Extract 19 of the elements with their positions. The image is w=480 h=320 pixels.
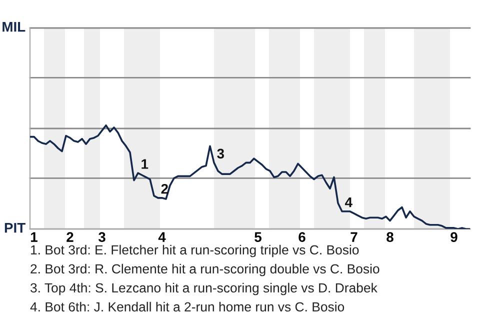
- x-tick-label: 3: [98, 232, 106, 242]
- x-tick-label: 5: [254, 232, 262, 242]
- x-tick-label: 1: [31, 232, 38, 242]
- annotation: 3: [217, 148, 224, 159]
- text: 4. Bot 6th: J. Kendall hit a 2-run home run vs C. Bosio: [30, 302, 344, 312]
- ref-line-label: PIT: [4, 223, 26, 233]
- text: 1. Bot 3rd: E. Fletcher hit a run-scoring triple vs C. Bosio: [31, 244, 359, 258]
- annotation: 4: [344, 198, 352, 208]
- x-tick-label: 7: [350, 232, 358, 242]
- annotation: 2: [161, 184, 168, 194]
- x-tick-label: 8: [386, 232, 394, 242]
- text: 2. Bot 3rd: R. Clemente hit a run-scoring double vs C. Bosio: [30, 264, 380, 276]
- x-tick-label: 2: [66, 232, 74, 242]
- text: 3. Top 4th: S. Lezcano hit a run-scoring single vs D. Drabek: [30, 282, 378, 296]
- x-tick-label: 9: [450, 232, 458, 242]
- annotation: 1: [142, 159, 148, 169]
- x-tick-label: 4: [158, 232, 166, 242]
- x-tick-label: 6: [298, 232, 306, 242]
- ref-line-label: MIL: [2, 22, 26, 32]
